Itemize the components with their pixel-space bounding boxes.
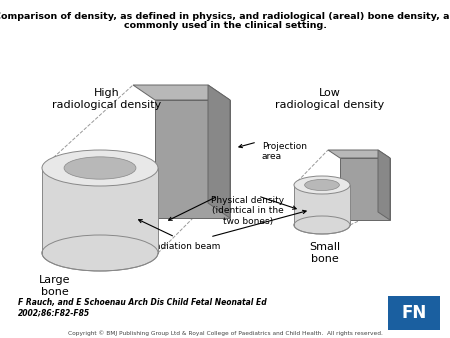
Polygon shape: [340, 158, 390, 220]
Ellipse shape: [294, 216, 350, 234]
Ellipse shape: [42, 150, 158, 186]
Text: Projection
area: Projection area: [262, 142, 307, 162]
Polygon shape: [378, 150, 390, 220]
Ellipse shape: [305, 179, 339, 191]
Bar: [294, 185, 350, 225]
Polygon shape: [155, 100, 230, 218]
Text: Physical density
(identical in the
two bones): Physical density (identical in the two b…: [212, 196, 284, 226]
FancyBboxPatch shape: [388, 296, 440, 330]
Polygon shape: [133, 85, 230, 100]
Ellipse shape: [294, 176, 350, 194]
Text: Radiation beam: Radiation beam: [149, 242, 220, 251]
Ellipse shape: [42, 235, 158, 271]
Ellipse shape: [64, 157, 136, 179]
Text: High
radiological density: High radiological density: [52, 88, 162, 110]
Text: Large
bone: Large bone: [39, 275, 71, 297]
Polygon shape: [208, 85, 230, 218]
Text: Low
radiological density: Low radiological density: [275, 88, 385, 110]
Text: Comparison of density, as defined in physics, and radiological (areal) bone dens: Comparison of density, as defined in phy…: [0, 12, 450, 21]
Polygon shape: [328, 150, 390, 158]
Text: Copyright © BMJ Publishing Group Ltd & Royal College of Paediatrics and Child He: Copyright © BMJ Publishing Group Ltd & R…: [68, 330, 382, 336]
Text: Small
bone: Small bone: [310, 242, 341, 264]
Text: FN: FN: [401, 304, 427, 322]
Text: commonly used in the clinical setting.: commonly used in the clinical setting.: [123, 21, 327, 30]
Text: F Rauch, and E Schoenau Arch Dis Child Fetal Neonatal Ed
2002;86:F82-F85: F Rauch, and E Schoenau Arch Dis Child F…: [18, 298, 267, 317]
Bar: [42, 168, 158, 253]
